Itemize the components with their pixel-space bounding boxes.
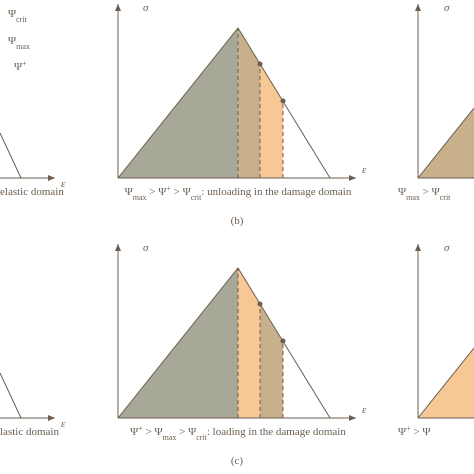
band-2 xyxy=(260,304,283,418)
caption-part: > Ψ xyxy=(176,426,197,438)
caption-part: > Ψ xyxy=(143,426,164,438)
subscript: crit xyxy=(16,15,27,24)
x-axis-label: ε xyxy=(61,418,66,430)
caption-part: Ψ xyxy=(398,426,407,438)
superscript: + xyxy=(22,59,27,68)
caption: lastic domain xyxy=(0,426,59,438)
caption-part: : loading in the damage domain xyxy=(207,426,346,438)
curve xyxy=(417,347,474,419)
stress-strain xyxy=(117,267,331,419)
legend-entry: Ψcrit xyxy=(8,8,28,24)
caption: Ψmax > Ψ+ > Ψcrit: unloading in the dama… xyxy=(125,184,352,202)
x-axis-label: ε xyxy=(61,178,66,190)
y-axis-label: σ xyxy=(444,242,450,254)
caption-part: > Ψ xyxy=(171,186,192,198)
subscript: max xyxy=(406,193,420,202)
y-axis-label: σ xyxy=(143,2,149,14)
caption-part: Ψ xyxy=(125,186,134,198)
panel-label: (c) xyxy=(231,455,244,467)
point xyxy=(280,338,286,344)
caption: Ψmax > Ψcrit xyxy=(398,186,451,202)
y-axis-label: σ xyxy=(444,2,450,14)
caption: Ψ+ > Ψ xyxy=(398,424,431,439)
subscript: crit xyxy=(440,193,451,202)
subscript: max xyxy=(163,433,177,442)
y-axis-label: σ xyxy=(143,242,149,254)
superscript: + xyxy=(138,424,143,433)
point xyxy=(257,61,263,67)
caption-part: > Ψ xyxy=(147,186,168,198)
point xyxy=(257,301,263,307)
legend-entry: Ψmax xyxy=(8,35,30,51)
x-axis-label: ε xyxy=(362,404,367,416)
curve xyxy=(0,372,22,419)
band-1 xyxy=(238,28,260,178)
band-2 xyxy=(260,64,283,178)
superscript: + xyxy=(166,184,171,193)
subscript: max xyxy=(133,193,147,202)
legend-entry: Ψ+ xyxy=(14,59,27,74)
superscript: + xyxy=(406,424,411,433)
point xyxy=(280,98,286,104)
curve xyxy=(417,107,474,179)
legend-symbol: Ψ xyxy=(14,61,23,73)
stress-strain xyxy=(117,27,331,179)
caption-part: > Ψ xyxy=(420,186,441,198)
subscript: crit xyxy=(196,433,207,442)
caption-part: > Ψ xyxy=(411,426,432,438)
band-1 xyxy=(238,268,260,418)
x-axis-label: ε xyxy=(362,164,367,176)
subscript: crit xyxy=(191,193,202,202)
caption: Ψ+ > Ψmax > Ψcrit: loading in the damage… xyxy=(130,424,346,442)
panel-label: (b) xyxy=(231,215,244,227)
caption-part: : unloading in the damage domain xyxy=(201,186,351,198)
caption: elastic domain xyxy=(0,186,64,198)
caption-part: Ψ xyxy=(130,426,139,438)
legend-symbol: Ψ xyxy=(8,8,17,20)
curve xyxy=(0,132,22,179)
legend-symbol: Ψ xyxy=(8,35,17,47)
caption-part: Ψ xyxy=(398,186,407,198)
subscript: max xyxy=(16,42,30,51)
